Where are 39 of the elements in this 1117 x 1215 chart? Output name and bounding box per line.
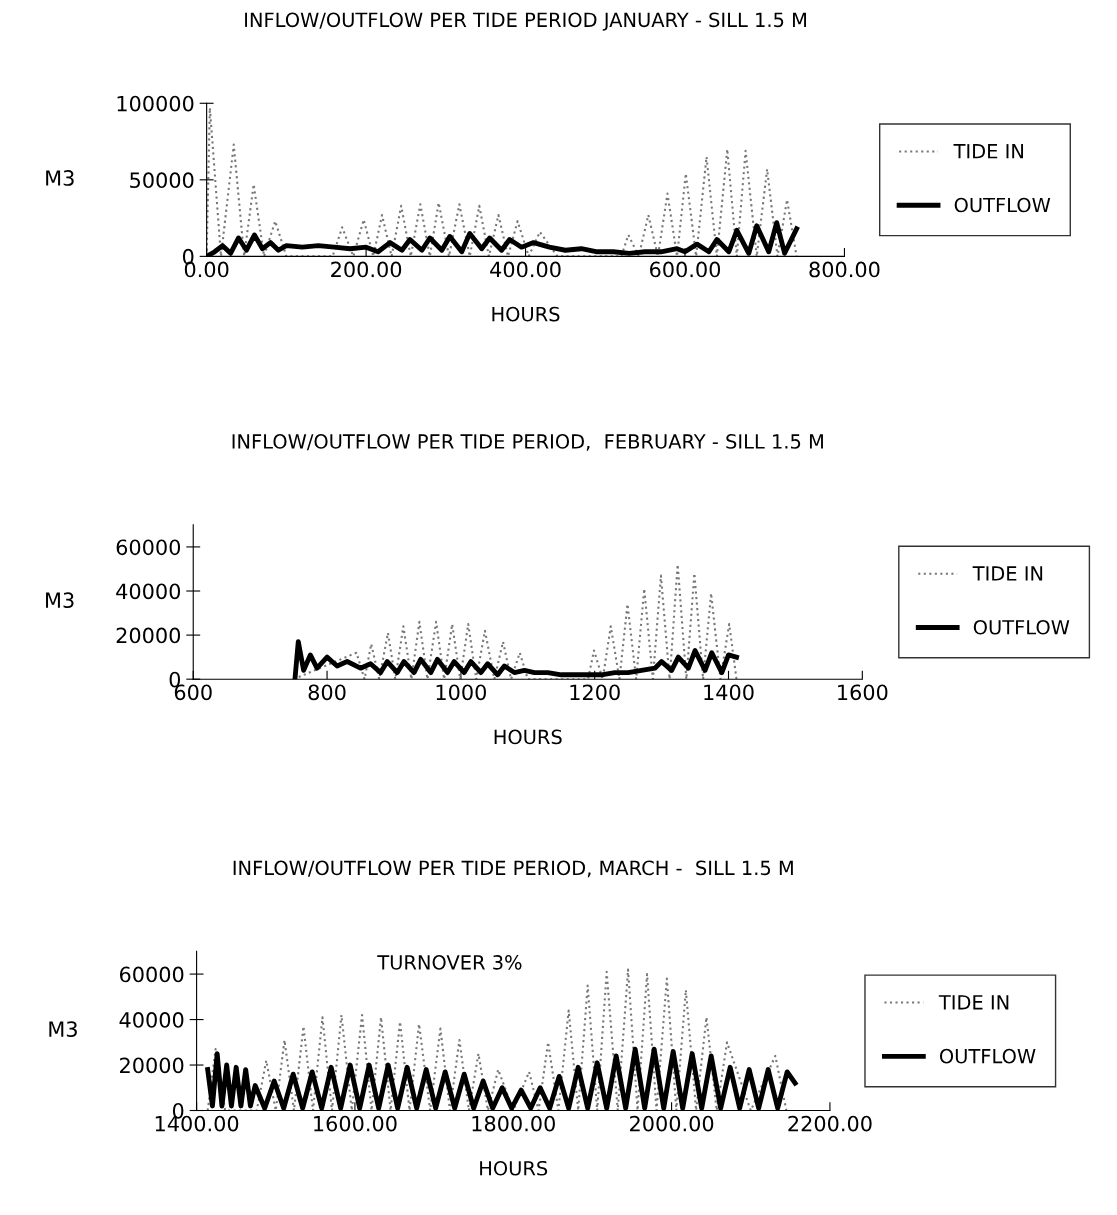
- x-tick-label: 400.00: [490, 261, 561, 278]
- x-tick-label: 2200.00: [788, 1115, 872, 1132]
- x-tick-label: 800: [308, 684, 346, 701]
- y-tick-label: 60000: [116, 539, 181, 556]
- y-tick-label: 40000: [119, 1012, 184, 1028]
- legend-label: OUTFLOW: [939, 1048, 1036, 1064]
- x-tick-label: 1600: [838, 684, 888, 701]
- x-tick-label: 800.00: [809, 261, 880, 278]
- x-tick-label: 600.00: [650, 261, 721, 278]
- chart-title: INFLOW/OUTFLOW PER TIDE PERIOD, FEBRUARY - SILL 1.5 M: [232, 434, 823, 451]
- x-axis-title: HOURS: [492, 306, 560, 322]
- x-tick-label: 1000: [436, 684, 486, 701]
- line-series: [206, 106, 798, 257]
- y-axis-title: M3: [49, 1021, 77, 1037]
- x-tick-label: 2000.00: [630, 1115, 714, 1132]
- line-series: [206, 968, 788, 1111]
- x-axis-title: HOURS: [480, 1160, 548, 1176]
- y-tick-label: 50000: [130, 172, 194, 189]
- legend-label: OUTFLOW: [973, 619, 1070, 635]
- y-tick-label: 40000: [116, 583, 181, 600]
- y-tick-label: 20000: [120, 1057, 184, 1074]
- x-tick-label: 1400: [704, 684, 754, 701]
- chart-title: INFLOW/OUTFLOW PER TIDE PERIOD, MARCH - SILL 1.5 M: [233, 860, 793, 878]
- legend-label: TIDE IN: [953, 144, 1023, 159]
- chart-title: INFLOW/OUTFLOW PER TIDE PERIOD JANUARY - SILL 1.5 M: [245, 12, 806, 31]
- annotation: TURNOVER 3%: [377, 955, 522, 970]
- legend-label: OUTFLOW: [954, 197, 1051, 213]
- y-axis-title: M3: [46, 592, 74, 609]
- legend-label: TIDE IN: [972, 566, 1043, 581]
- x-tick-label: 1800.00: [472, 1115, 555, 1132]
- y-tick-label: 60000: [119, 966, 184, 983]
- y-tick-label: 100000: [117, 95, 194, 112]
- x-tick-label: 200.00: [331, 261, 402, 278]
- y-axis-title: M3: [46, 170, 74, 186]
- x-axis-title: HOURS: [494, 729, 562, 745]
- x-tick-label: 1600.00: [314, 1115, 397, 1132]
- y-tick-label: 20000: [116, 627, 181, 644]
- legend-label: TIDE IN: [938, 995, 1009, 1010]
- x-tick-label: 1200: [570, 684, 620, 701]
